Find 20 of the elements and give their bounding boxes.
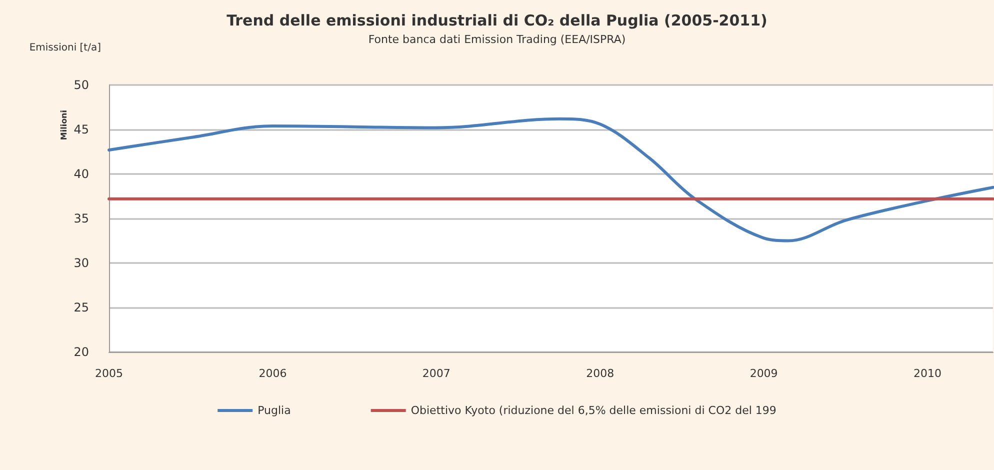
y-tick-label: 35 (74, 212, 89, 226)
y-tick-label: 30 (74, 256, 89, 270)
x-tick-label: 2005 (95, 367, 123, 380)
legend-label: Obiettivo Kyoto (riduzione del 6,5% delle emissioni di CO2 del 199 (410, 404, 776, 417)
y-axis-title: Emissioni [t/a] (29, 42, 102, 54)
y-tick-label: 25 (74, 300, 89, 314)
x-tick-label: 2007 (422, 367, 450, 380)
legend-label: Puglia (258, 404, 291, 417)
line-series (108, 117, 994, 242)
x-tick-label: 2009 (750, 367, 778, 380)
y-tick-label: 50 (74, 78, 89, 92)
text: Milioni (60, 110, 68, 140)
y-tick-label: 40 (74, 167, 89, 181)
x-tick-label: 2008 (586, 367, 614, 380)
chart-subtitle: Fonte banca dati Emission Trading (EEA/ISPRA) (368, 33, 626, 46)
y-tick-label: 45 (74, 122, 89, 136)
x-tick-label: 2006 (258, 367, 287, 380)
x-tick-label: 2010 (914, 367, 942, 380)
y-tick-label: 20 (74, 345, 89, 359)
chart-title: Trend delle emissioni industriali di CO₂ della Puglia (2005-2011) (226, 12, 768, 30)
